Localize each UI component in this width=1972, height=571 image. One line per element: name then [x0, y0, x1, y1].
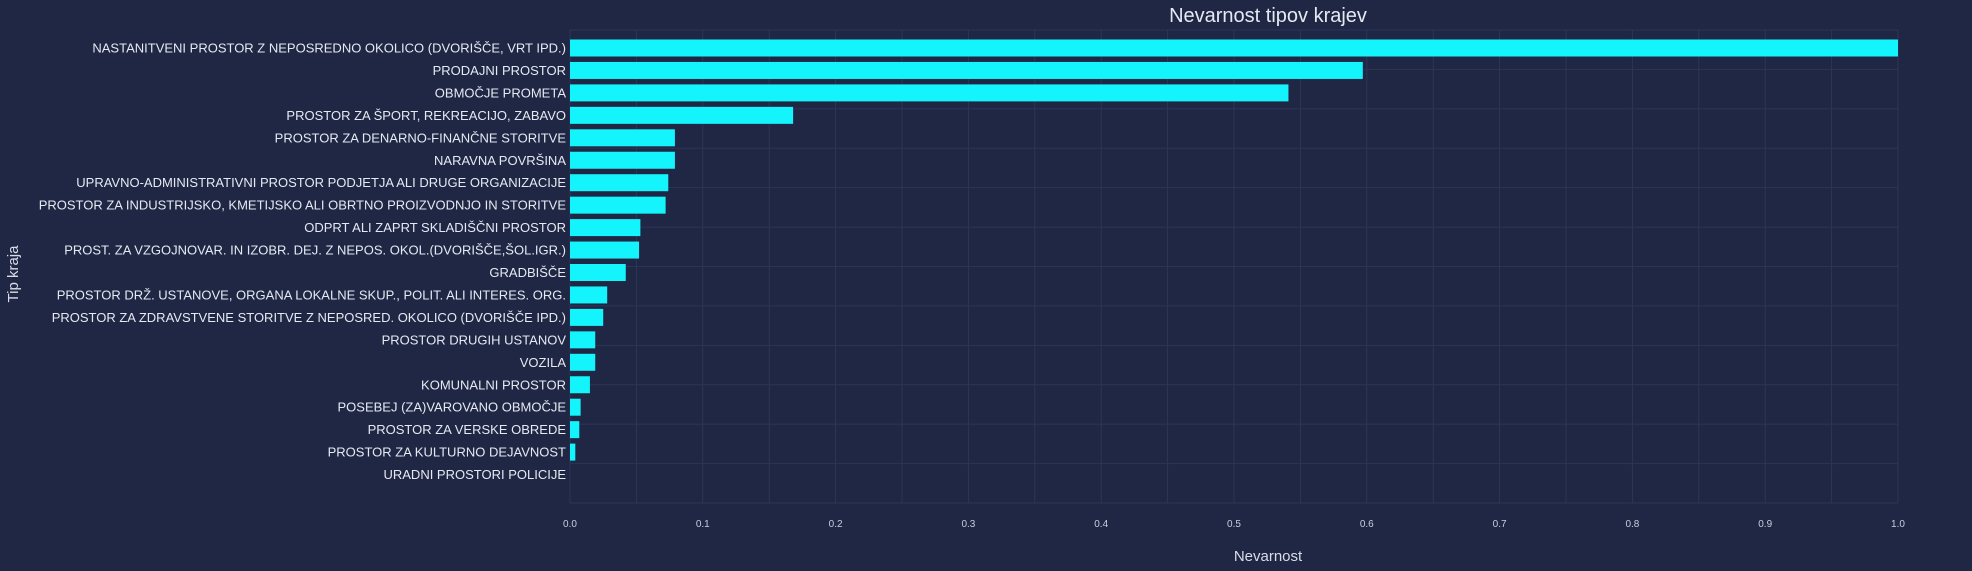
- category-label: POSEBEJ (ZA)VAROVANO OBMOČJE: [338, 400, 567, 415]
- bar: [570, 151, 675, 169]
- category-label: NASTANITVENI PROSTOR Z NEPOSREDNO OKOLIC…: [92, 41, 566, 56]
- category-label: UPRAVNO-ADMINISTRATIVNI PROSTOR PODJETJA…: [76, 175, 566, 190]
- category-label: PROSTOR ZA ŠPORT, REKREACIJO, ZABAVO: [286, 108, 566, 123]
- bar: [570, 61, 1363, 79]
- bar: [570, 196, 666, 214]
- bar: [570, 353, 596, 371]
- bar: [570, 264, 626, 281]
- x-tick-label: 1.0: [1891, 519, 1905, 530]
- category-label: PROSTOR ZA VERSKE OBREDE: [368, 422, 567, 437]
- bar: [570, 443, 576, 461]
- bar: [570, 376, 590, 394]
- bar: [570, 241, 640, 259]
- category-label: VOZILA: [520, 355, 567, 370]
- x-tick-label: 0.9: [1758, 519, 1772, 530]
- x-tick-label: 0.5: [1227, 519, 1241, 530]
- bar: [570, 421, 580, 439]
- x-tick-label: 0.7: [1493, 519, 1507, 530]
- x-tick-label: 0.4: [1094, 519, 1108, 530]
- bar: [570, 39, 1898, 57]
- category-label: KOMUNALNI PROSTOR: [421, 377, 566, 392]
- x-tick-label: 0.1: [696, 519, 710, 530]
- category-label: OBMOČJE PROMETA: [435, 85, 567, 100]
- grid: [569, 29, 1899, 504]
- category-label: URADNI PROSTORI POLICIJE: [383, 467, 566, 482]
- x-tick-labels: 0.0 0.1 0.2 0.3 0.4 0.5 0.6 0.7 0.8 0.9 1.0: [563, 519, 1905, 530]
- bar: [570, 398, 581, 416]
- y-axis-label: Tip kraja: [5, 245, 22, 303]
- bar: [570, 129, 675, 147]
- category-label: NARAVNA POVRŠINA: [434, 153, 566, 168]
- x-tick-label: 0.6: [1360, 519, 1374, 530]
- bar: [570, 106, 794, 124]
- x-tick-label: 0.8: [1625, 519, 1639, 530]
- bar: [570, 219, 641, 237]
- category-label: ODPRT ALI ZAPRT SKLADIŠČNI PROSTOR: [304, 220, 566, 235]
- category-label: PROSTOR ZA ZDRAVSTVENE STORITVE Z NEPOSR…: [52, 310, 566, 325]
- bar: [570, 84, 1289, 102]
- x-tick-label: 0.2: [829, 519, 843, 530]
- x-tick-label: 0.3: [961, 519, 975, 530]
- chart-title: Nevarnost tipov krajev: [1169, 5, 1367, 27]
- bars: [570, 39, 1898, 461]
- category-label: GRADBIŠČE: [489, 265, 566, 280]
- category-label: PROSTOR ZA DENARNO-FINANČNE STORITVE: [275, 130, 567, 145]
- bar: [570, 331, 596, 349]
- category-label: PRODAJNI PROSTOR: [433, 63, 566, 78]
- bar: [570, 174, 669, 192]
- category-label: PROST. ZA VZGOJNOVAR. IN IZOBR. DEJ. Z N…: [64, 243, 566, 258]
- category-label: PROSTOR DRŽ. USTANOVE, ORGANA LOKALNE SK…: [57, 287, 566, 302]
- category-label: PROSTOR DRUGIH USTANOV: [382, 332, 567, 347]
- bar: [570, 308, 604, 326]
- x-axis-label: Nevarnost: [1234, 548, 1303, 565]
- x-tick-label: 0.0: [563, 519, 577, 530]
- category-label: PROSTOR ZA KULTURNO DEJAVNOST: [328, 445, 566, 460]
- category-label: PROSTOR ZA INDUSTRIJSKO, KMETIJSKO ALI O…: [39, 198, 567, 213]
- category-labels: URADNI PROSTORI POLICIJE PROSTOR ZA KULTU…: [39, 41, 567, 483]
- bar: [570, 286, 608, 304]
